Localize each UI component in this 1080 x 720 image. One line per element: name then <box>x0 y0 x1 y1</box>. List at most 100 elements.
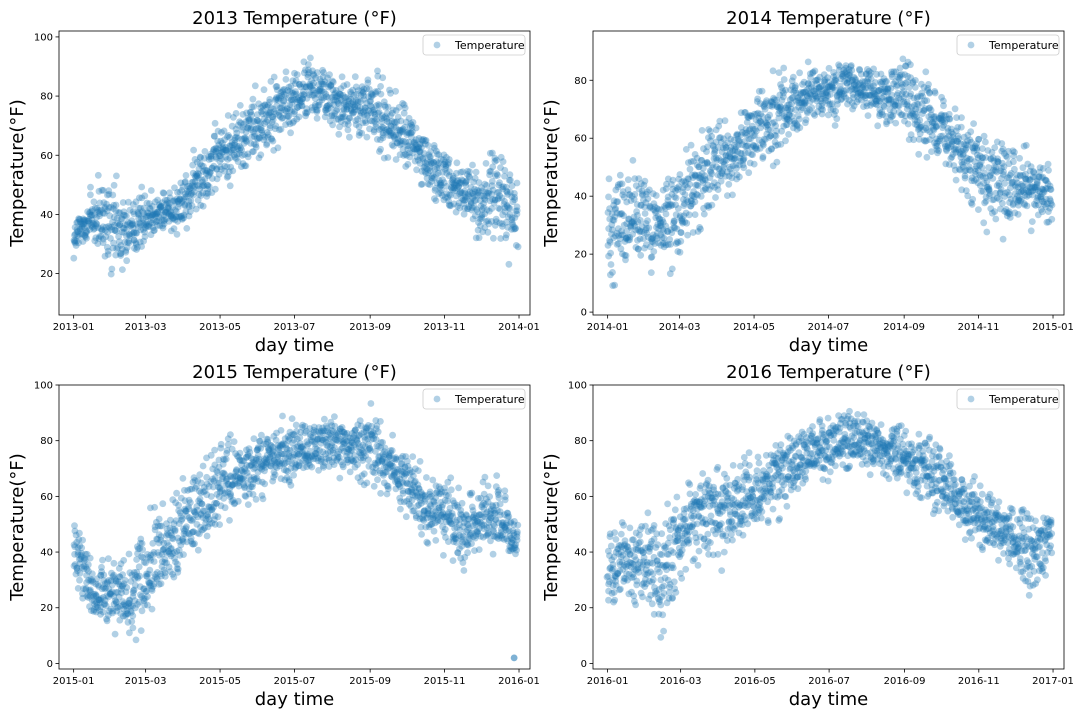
temperature-point <box>736 173 743 181</box>
temperature-point <box>115 209 122 217</box>
temperature-point <box>90 225 98 233</box>
temperature-point <box>132 198 140 206</box>
temperature-point <box>714 550 722 558</box>
chart-title: 2015 Temperature (°F) <box>192 362 397 383</box>
temperature-point <box>683 219 691 227</box>
temperature-point <box>71 224 79 231</box>
temperature-point <box>819 106 826 114</box>
chart-panel-2: 2014 Temperature (°F)2014-01 2014-03 2014-… <box>541 8 1074 356</box>
temperature-point <box>134 223 142 231</box>
temperature-point <box>626 524 634 532</box>
temperature-point <box>71 238 78 246</box>
temperature-point <box>140 237 148 245</box>
temperature-point <box>78 220 86 228</box>
temperature-point <box>654 541 662 549</box>
temperature-point <box>220 145 227 153</box>
legend: Temperature <box>956 34 1060 56</box>
temperature-point <box>112 207 120 215</box>
temperature-point <box>494 171 501 179</box>
temperature-point <box>142 220 150 228</box>
temperature-point <box>190 146 198 154</box>
temperature-point <box>484 228 492 236</box>
temperature-point <box>168 211 176 219</box>
temperature-point <box>213 145 221 153</box>
temperature-point <box>864 112 872 119</box>
temperature-point <box>157 202 165 210</box>
temperature-point <box>105 222 113 230</box>
temperature-point <box>182 208 190 216</box>
temperature-point <box>154 221 161 229</box>
temperature-point <box>644 217 651 225</box>
temperature-point <box>88 206 96 213</box>
temperature-point <box>686 181 694 188</box>
temperature-point <box>87 183 94 191</box>
temperature-point <box>79 215 87 223</box>
temperature-point <box>338 73 346 81</box>
temperature-point <box>367 400 375 407</box>
temperature-point <box>989 175 997 182</box>
temperature-point <box>123 221 131 229</box>
temperature-point <box>180 551 187 558</box>
temperature-point <box>691 555 698 563</box>
chart-panel-1: 2013 Temperature (°F)2013-01 2013-03 2013-… <box>7 8 540 356</box>
temperature-point <box>185 212 193 220</box>
temperature-point <box>440 552 447 559</box>
x-tick-label: 2015-07 <box>274 676 316 687</box>
temperature-point <box>93 204 101 212</box>
temperature-point <box>112 251 120 259</box>
temperature-point <box>96 199 104 207</box>
temperature-point <box>223 163 231 171</box>
temperature-point <box>170 225 178 233</box>
temperature-point <box>1047 186 1055 193</box>
chart-panel-4: 2016 Temperature (°F)2016-01 2016-03 2016-… <box>541 362 1074 710</box>
temperature-point <box>82 227 90 235</box>
temperature-point <box>126 206 134 214</box>
temperature-point <box>295 113 303 121</box>
temperature-point <box>186 185 194 192</box>
temperature-point <box>1011 148 1018 156</box>
temperature-point <box>216 152 224 160</box>
temperature-point <box>148 605 156 613</box>
temperature-point <box>403 457 411 465</box>
temperature-point <box>120 224 127 232</box>
temperature-point <box>213 165 221 173</box>
temperature-point <box>176 195 184 203</box>
temperature-point <box>999 235 1007 243</box>
temperature-point <box>659 611 667 619</box>
temperature-point <box>980 132 988 140</box>
temperature-point <box>98 227 106 235</box>
temperature-point <box>178 216 186 223</box>
temperature-point <box>152 218 160 226</box>
temperature-point <box>94 208 102 216</box>
temperature-point <box>223 173 231 181</box>
temperature-point <box>142 224 149 232</box>
temperature-point <box>138 607 146 615</box>
temperature-point <box>704 476 712 484</box>
temperature-point <box>1028 218 1036 226</box>
temperature-point <box>143 199 151 207</box>
temperature-point <box>669 176 677 184</box>
temperature-point <box>370 482 378 490</box>
temperature-point <box>270 73 278 81</box>
temperature-point <box>90 198 98 206</box>
temperature-point <box>149 216 157 224</box>
temperature-point <box>154 209 162 216</box>
temperature-point <box>181 178 189 186</box>
temperature-point <box>186 208 194 216</box>
temperature-point <box>165 210 173 218</box>
temperature-point <box>203 532 211 540</box>
y-tick-label: 40 <box>574 192 587 203</box>
temperature-point <box>424 142 432 149</box>
temperature-point <box>141 233 149 241</box>
temperature-point <box>153 217 161 225</box>
temperature-point <box>121 221 129 229</box>
temperature-point <box>133 229 141 237</box>
temperature-point <box>650 248 658 255</box>
temperature-point <box>111 227 119 234</box>
temperature-point <box>607 542 615 550</box>
temperature-point <box>138 183 146 191</box>
temperature-point <box>84 222 91 230</box>
temperature-point <box>179 183 187 191</box>
temperature-point <box>694 561 702 569</box>
